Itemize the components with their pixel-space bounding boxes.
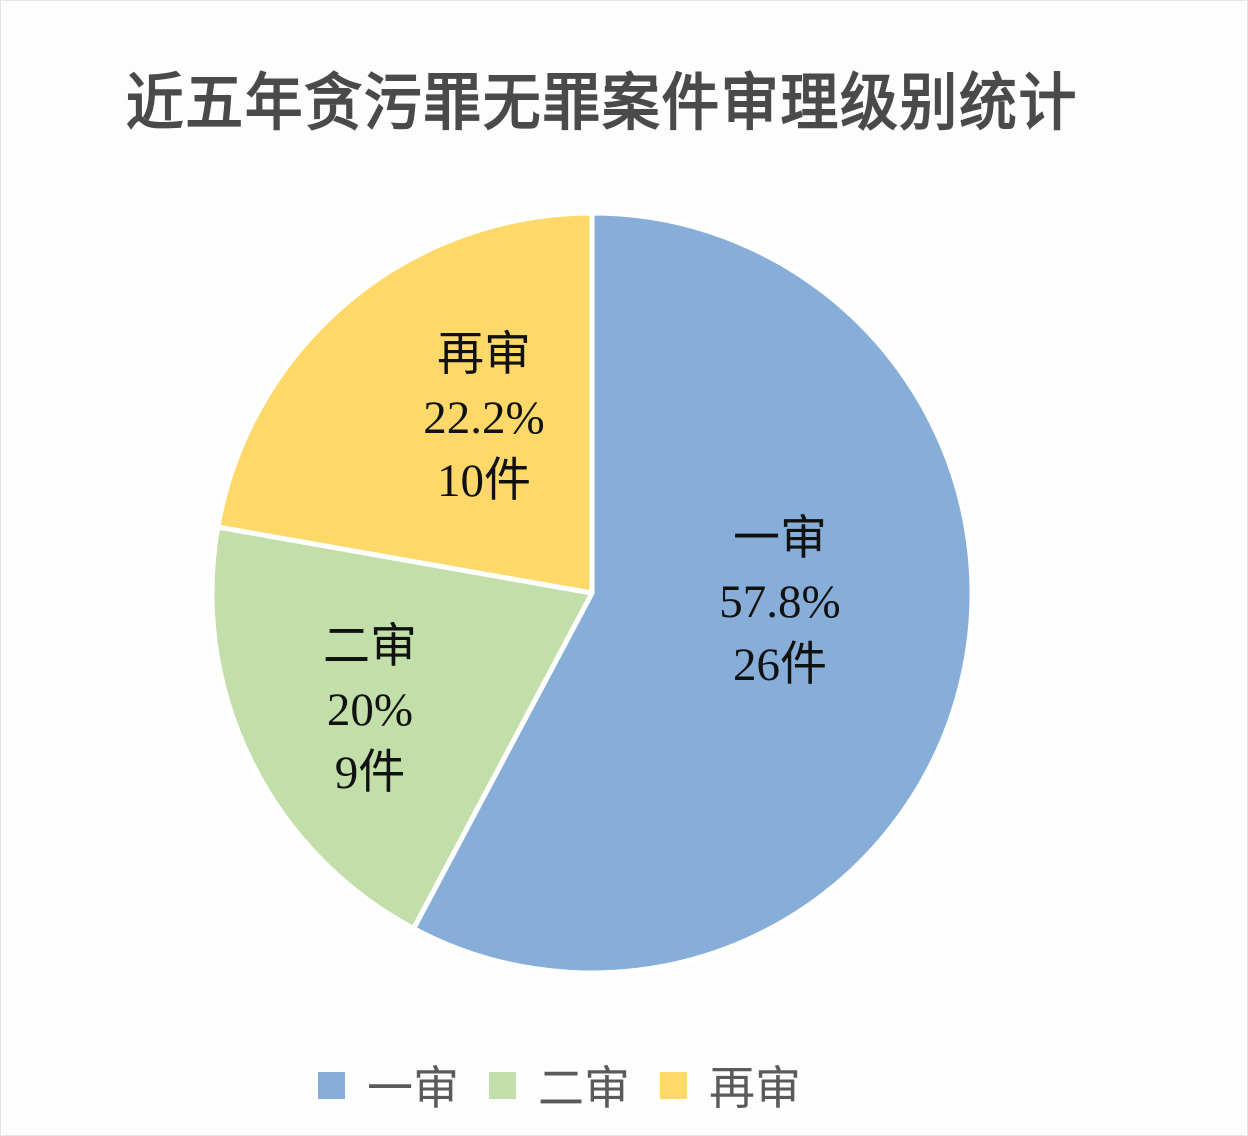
- legend-label: 再审: [709, 1061, 801, 1115]
- legend-swatch: [660, 1071, 687, 1099]
- pie-slice-first-instance: [411, 210, 975, 976]
- pie-slice-second-instance: [209, 524, 595, 932]
- slice-label-count: 10件: [437, 455, 531, 507]
- slice-label-name: 一审: [733, 513, 827, 565]
- legend-item-first-instance: 一审: [318, 1052, 459, 1118]
- pie-slice-retrial: [215, 210, 595, 596]
- slice-label-percent: 57.8%: [719, 576, 841, 628]
- legend-swatch: [318, 1071, 345, 1099]
- slice-label-count: 26件: [733, 639, 827, 691]
- slice-label-percent: 22.2%: [423, 392, 545, 444]
- legend-label: 二审: [538, 1061, 630, 1115]
- slice-label-first-instance: 一审 57.8% 26件: [680, 508, 880, 697]
- slice-label-second-instance: 二审 20% 9件: [270, 616, 470, 805]
- slice-label-name: 再审: [437, 329, 531, 381]
- slice-label-name: 二审: [323, 621, 417, 673]
- slice-label-retrial: 再审 22.2% 10件: [384, 324, 584, 513]
- chart-legend: 一审 二审 再审: [318, 1052, 831, 1118]
- slice-label-count: 9件: [334, 747, 406, 799]
- legend-item-retrial: 再审: [660, 1052, 801, 1118]
- legend-swatch: [489, 1071, 516, 1099]
- slice-label-percent: 20%: [326, 684, 414, 736]
- chart-title: 近五年贪污罪无罪案件审理级别统计: [125, 66, 1079, 139]
- legend-label: 一审: [367, 1061, 459, 1115]
- legend-item-second-instance: 二审: [489, 1052, 630, 1118]
